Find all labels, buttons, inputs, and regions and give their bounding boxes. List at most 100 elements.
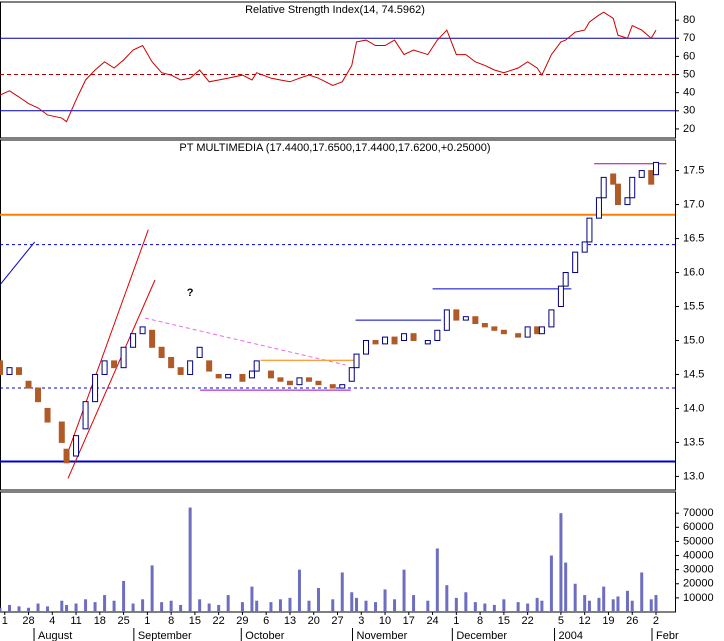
y-tick-label: 16.0 <box>683 266 704 278</box>
x-tick-label: 13 <box>284 615 296 627</box>
candle-body <box>339 384 346 389</box>
volume-bar <box>412 595 416 612</box>
x-tick-label: 10 <box>379 615 391 627</box>
x-tick-label: 8 <box>168 615 174 627</box>
candle-body <box>277 377 284 382</box>
candle-body <box>248 370 255 379</box>
candle-body <box>82 401 89 430</box>
month-label: October <box>245 630 284 641</box>
annotation: ? <box>187 287 194 299</box>
x-tick-label: 3 <box>358 615 364 627</box>
month-label: Febr <box>656 630 679 641</box>
volume-bar <box>65 604 69 612</box>
y-tick-label: 70 <box>683 32 695 44</box>
y-tick-label: 30 <box>683 105 695 117</box>
candle-body <box>472 316 479 324</box>
x-tick-label: 15 <box>189 615 201 627</box>
candle-body <box>515 333 522 338</box>
candle-body <box>0 360 3 375</box>
x-tick-label: 29 <box>236 615 248 627</box>
candle-body <box>111 360 118 369</box>
volume-bar <box>649 599 653 612</box>
candle-body <box>315 380 322 386</box>
volume-bar <box>331 599 335 612</box>
x-tick-label: 11 <box>70 615 81 627</box>
y-tick-label: 80 <box>683 14 695 26</box>
volume-bar <box>654 595 658 612</box>
candle-body <box>25 380 32 389</box>
candle-body <box>149 329 156 348</box>
x-tick-label: 25 <box>117 615 129 627</box>
candle-body <box>92 373 99 403</box>
volume-bar <box>426 600 430 612</box>
x-tick-label: 18 <box>94 615 106 627</box>
volume-bar <box>454 597 458 612</box>
y-tick-label: 13.0 <box>683 470 704 482</box>
candle-body <box>534 326 541 335</box>
candle-body <box>595 197 602 219</box>
y-tick-label: 14.5 <box>683 368 704 380</box>
candle-body <box>648 170 655 185</box>
y-tick-label: 17.5 <box>683 164 704 176</box>
candle-body <box>614 183 621 206</box>
volume-bar <box>616 596 620 612</box>
candle-body <box>168 356 175 369</box>
candle-body <box>434 329 441 341</box>
volume-bar <box>630 600 634 612</box>
x-tick-label: 26 <box>626 615 638 627</box>
panel-frame <box>0 1 676 139</box>
volume-bar <box>307 600 311 612</box>
volume-bar <box>250 586 254 612</box>
volume-bar <box>374 602 378 612</box>
trend-line <box>0 241 36 286</box>
month-label: September <box>138 630 192 641</box>
candle-body <box>16 367 23 375</box>
candle-body <box>267 370 274 379</box>
candle-body <box>391 336 398 345</box>
month-label: December <box>456 630 507 641</box>
y-tick-label: 30000 <box>683 564 714 576</box>
trend-line <box>64 229 149 461</box>
volume-bar <box>198 599 202 612</box>
candle-body <box>120 346 127 369</box>
x-tick-label: 12 <box>579 615 591 627</box>
candle-body <box>401 333 408 341</box>
candle-body <box>382 336 389 345</box>
volume-bar <box>473 602 477 612</box>
trend-line <box>67 279 156 479</box>
x-tick-label: 19 <box>602 615 614 627</box>
candle-body <box>524 326 531 338</box>
candle-body <box>572 251 579 274</box>
volume-bar <box>364 600 368 612</box>
volume-bar <box>402 569 406 612</box>
panel-title: Relative Strength Index(14, 74.5962) <box>245 4 425 16</box>
candle-body <box>225 373 232 379</box>
candle-body <box>196 346 203 358</box>
x-tick-label: 27 <box>331 615 343 627</box>
volume-bar <box>383 589 387 612</box>
volume-bar <box>46 606 50 612</box>
candle-body <box>139 326 146 335</box>
x-tick-label: 22 <box>213 615 225 627</box>
y-tick-label: 10000 <box>683 592 714 604</box>
volume-bar <box>355 597 359 612</box>
candle-body <box>130 333 137 348</box>
candle-body <box>562 272 569 287</box>
rsi-line <box>0 11 657 123</box>
volume-bar <box>74 603 78 612</box>
x-tick-label: 1 <box>2 615 8 627</box>
candle-body <box>329 384 336 389</box>
candle-body <box>6 367 13 375</box>
x-tick-label: 8 <box>477 615 483 627</box>
candle-body <box>629 176 636 199</box>
volume-bar <box>587 600 591 612</box>
candle-body <box>35 387 42 403</box>
volume-bar <box>93 602 97 612</box>
volume-bar <box>492 604 496 612</box>
x-tick-label: 17 <box>403 615 415 627</box>
x-tick-label: 15 <box>498 615 510 627</box>
volume-bar <box>0 607 2 612</box>
month-label: November <box>357 630 408 641</box>
y-tick-label: 70000 <box>683 507 714 519</box>
volume-bar <box>526 603 530 612</box>
